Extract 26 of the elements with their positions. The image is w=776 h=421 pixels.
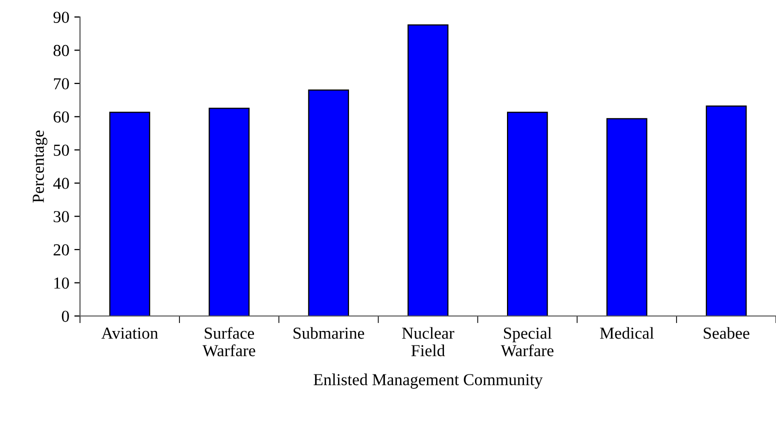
y-axis-title: Percentage [32,130,48,203]
bar [208,108,250,316]
bar [706,105,747,316]
bar [308,90,350,316]
x-tick-label: Nuclear Field [402,327,454,356]
x-tick-label: Seabee [704,327,750,339]
y-tick-label: 70 [54,78,69,90]
x-tick-label: Medical [600,327,654,339]
x-tick-label: Special Warfare [500,327,554,356]
x-tick-label: Submarine [294,327,364,339]
y-tick-label: 0 [62,310,69,322]
y-tick-label: 40 [53,178,69,190]
y-tick-label: 50 [54,144,69,156]
bar [606,118,648,316]
y-tick-label: 90 [53,12,69,23]
y-tick-label: 60 [54,111,69,123]
y-tick-label: 10 [54,277,69,289]
bar [109,112,150,316]
y-tick-label: 80 [54,44,69,56]
x-tick-label: Aviation [101,328,158,339]
y-tick-label: 30 [54,211,69,222]
x-axis-title: Enlisted Management Community [314,374,543,389]
bar [506,112,548,316]
bar [408,24,448,316]
y-tick-label: 20 [54,244,69,256]
x-tick-label: Surface Warfare [202,326,256,356]
